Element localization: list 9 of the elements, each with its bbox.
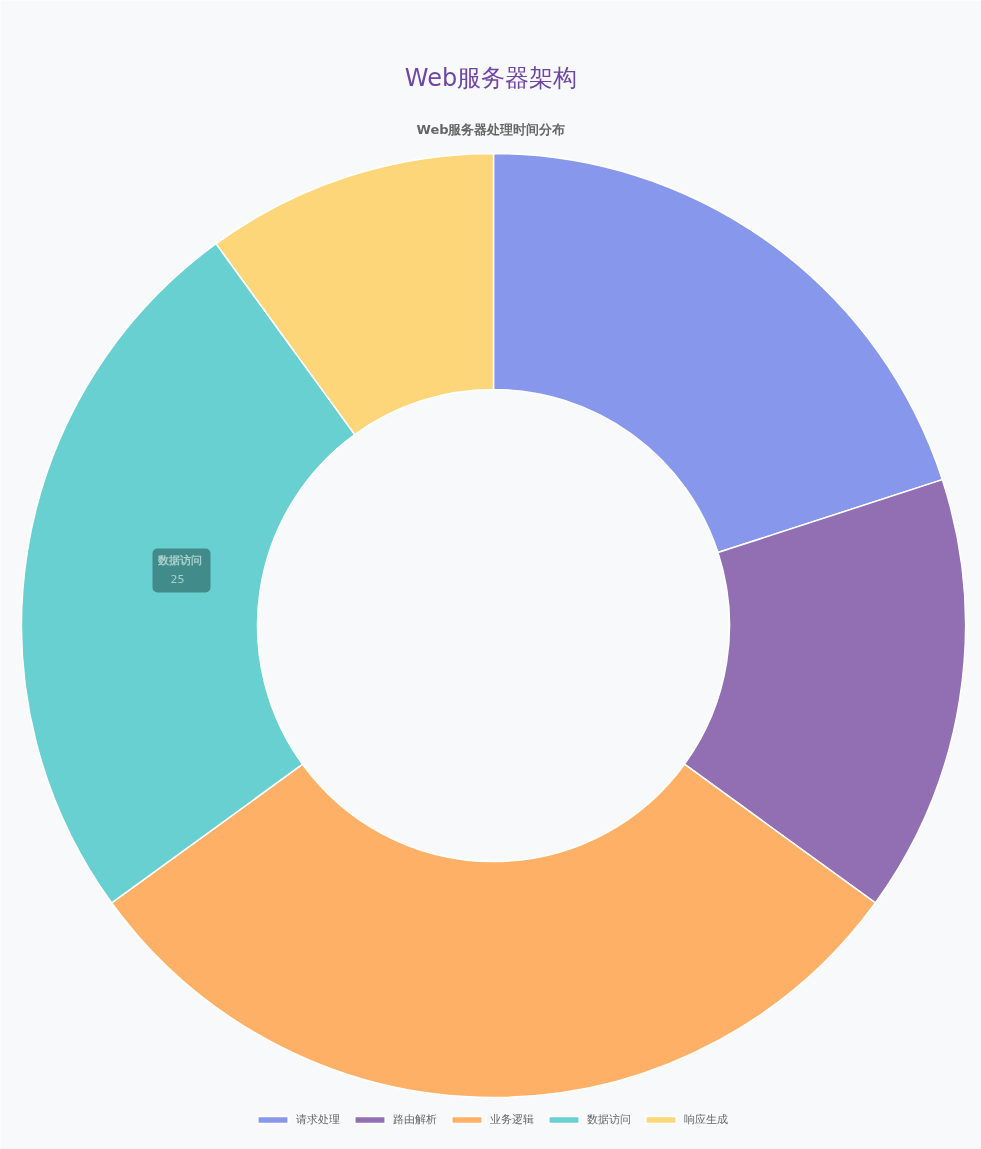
text: 25 xyxy=(170,572,185,586)
text: 数据访问 xyxy=(156,554,202,567)
chart-subtitle: Web服务器处理时间分布 xyxy=(416,122,566,137)
legend-label: 请求处理 xyxy=(296,1112,340,1127)
legend-label: 路由解析 xyxy=(393,1112,437,1127)
legend-label: 业务逻辑 xyxy=(490,1112,534,1127)
legend-label: 数据访问 xyxy=(587,1112,631,1127)
legend-label: 响应生成 xyxy=(684,1112,728,1127)
chart-title: Web服务器架构 xyxy=(404,63,578,92)
